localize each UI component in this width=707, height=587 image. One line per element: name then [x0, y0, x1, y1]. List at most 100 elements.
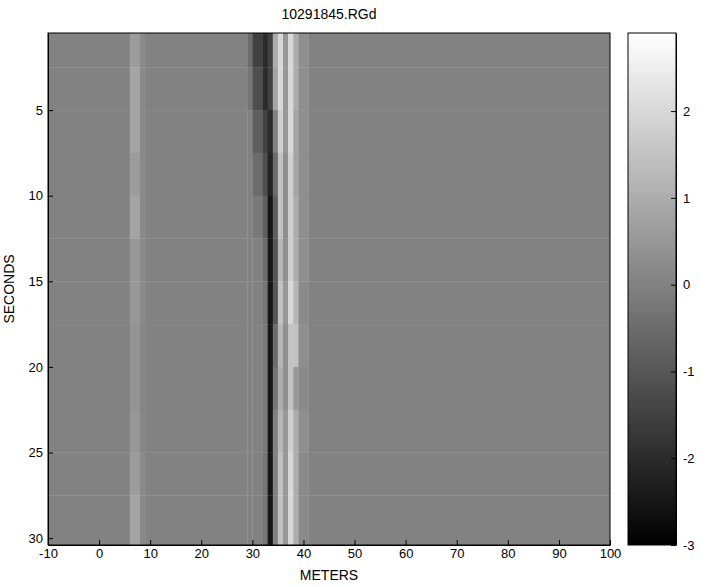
cell — [278, 281, 283, 324]
cell — [48, 33, 130, 68]
tick: 50 — [348, 540, 362, 561]
tick-label: 50 — [348, 546, 362, 561]
axis-line — [49, 545, 611, 546]
cell — [130, 110, 141, 153]
cell — [273, 67, 278, 110]
cell — [283, 453, 288, 496]
cell — [283, 33, 288, 68]
cell — [140, 153, 145, 196]
cell — [298, 453, 309, 496]
tick-label: 70 — [450, 546, 464, 561]
cell — [145, 495, 247, 545]
cell — [273, 281, 278, 324]
cell — [283, 324, 288, 367]
cell — [247, 410, 252, 453]
cell — [48, 238, 130, 281]
cell — [268, 281, 273, 324]
cell — [273, 453, 278, 496]
tick-label: 80 — [501, 546, 515, 561]
tick: 60 — [399, 540, 413, 561]
cell — [273, 196, 278, 239]
cell — [263, 410, 268, 453]
tick-mark — [355, 540, 356, 545]
cell — [247, 238, 252, 281]
tick-mark — [48, 453, 53, 454]
tick-mark — [671, 371, 676, 372]
cell — [145, 453, 247, 496]
tick-label: 30 — [246, 546, 260, 561]
cell — [263, 196, 268, 239]
cell — [130, 367, 141, 410]
cell — [288, 238, 293, 281]
cell — [278, 238, 283, 281]
tick-label: 40 — [297, 546, 311, 561]
axis-line — [676, 34, 677, 546]
cell — [247, 196, 252, 239]
tick: 2 — [671, 104, 690, 119]
cell — [278, 33, 283, 68]
tick-mark — [671, 285, 676, 286]
cell — [309, 324, 610, 367]
tick-mark — [610, 540, 611, 545]
chart: -10010203040506070809010051015202530-3-2… — [0, 0, 707, 587]
cell — [288, 281, 293, 324]
x-axis-title: METERS — [300, 567, 358, 583]
tick: 15 — [29, 274, 53, 289]
tick: 5 — [36, 103, 53, 118]
cell — [309, 238, 610, 281]
cell — [247, 324, 252, 367]
cell — [247, 153, 252, 196]
cell — [309, 153, 610, 196]
cell — [273, 33, 278, 68]
cell — [309, 196, 610, 239]
cell — [309, 495, 610, 545]
cell — [309, 33, 610, 68]
cell — [273, 410, 278, 453]
cell — [130, 238, 141, 281]
cell — [278, 67, 283, 110]
cell — [288, 324, 293, 367]
cell — [145, 367, 247, 410]
y-axis-title: SECONDS — [1, 254, 17, 323]
cell — [268, 153, 273, 196]
cell — [273, 495, 278, 545]
cell — [252, 410, 263, 453]
cell — [48, 453, 130, 496]
cell — [268, 367, 273, 410]
cell — [273, 238, 278, 281]
cell — [298, 324, 309, 367]
cell — [263, 281, 268, 324]
tick: 30 — [29, 531, 53, 546]
cell — [130, 33, 141, 68]
cell — [252, 495, 263, 545]
plot-frame — [48, 33, 610, 545]
tick-label: 20 — [29, 360, 43, 375]
cell — [293, 67, 298, 110]
cell — [273, 153, 278, 196]
cell — [145, 110, 247, 153]
cell — [140, 238, 145, 281]
cell — [247, 110, 252, 153]
cell — [140, 453, 145, 496]
cell — [283, 153, 288, 196]
cell — [140, 495, 145, 545]
cell — [252, 110, 263, 153]
cell — [263, 495, 268, 545]
tick-label: 90 — [552, 546, 566, 561]
tick-label: 20 — [195, 546, 209, 561]
tick-mark — [99, 540, 100, 545]
tick-mark — [671, 198, 676, 199]
cell — [247, 495, 252, 545]
cell — [130, 281, 141, 324]
title: 10291845.RGd — [282, 6, 377, 22]
cell — [145, 196, 247, 239]
cell — [263, 324, 268, 367]
tick: 0 — [671, 277, 690, 292]
cell — [293, 495, 298, 545]
cell — [252, 367, 263, 410]
tick-mark — [48, 281, 53, 282]
tick-label: 0 — [96, 546, 103, 561]
tick: 0 — [96, 540, 103, 561]
cell — [283, 110, 288, 153]
cell — [278, 453, 283, 496]
